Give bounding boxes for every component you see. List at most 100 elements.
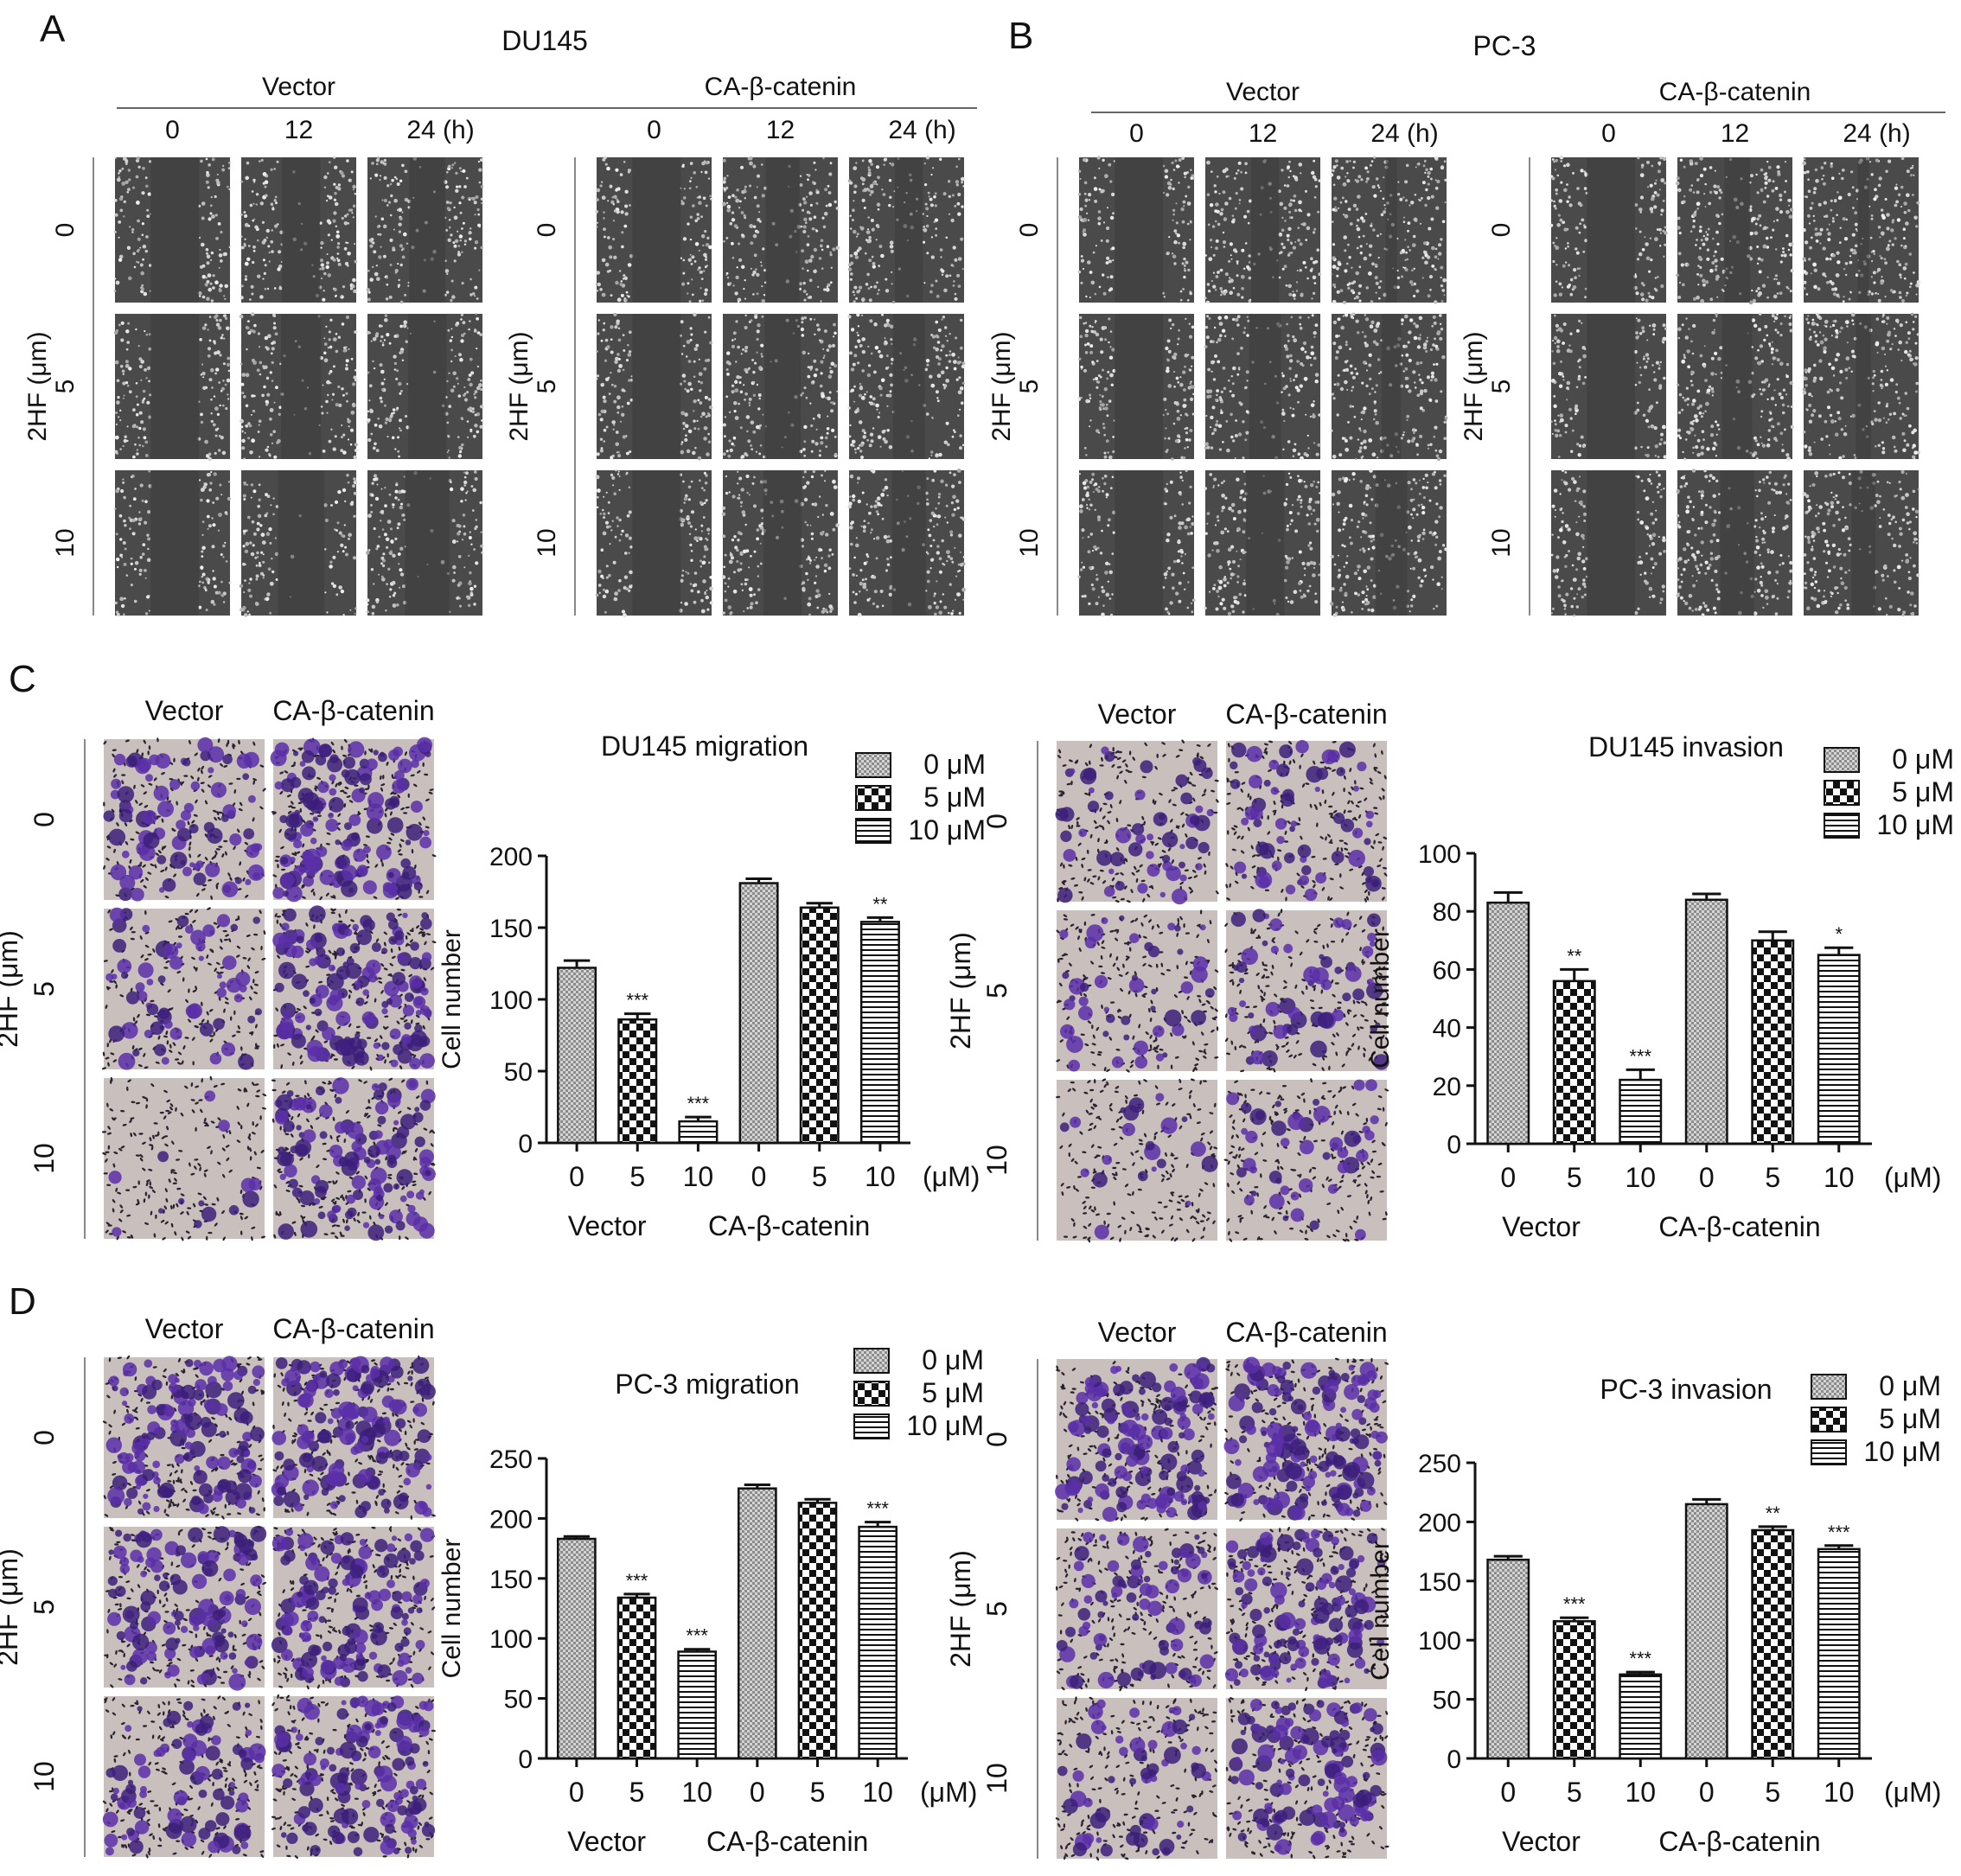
scratch-gap — [764, 314, 801, 459]
bar — [737, 1487, 777, 1760]
transwell-cells — [102, 1355, 265, 1520]
transwell-grid-pc3-invasion: Vector CA-β-catenin 2HF (μm) 0 5 10 — [945, 1317, 1389, 1861]
scratch-image — [1802, 469, 1920, 617]
scratch-cells — [1204, 314, 1321, 461]
significance-marker: *** — [687, 1093, 710, 1114]
x-unit-label: (μM) — [920, 1777, 977, 1808]
dose-label: 5 — [981, 983, 1012, 999]
transwell-cells — [1225, 740, 1388, 903]
y-tick-label: 250 — [1418, 1450, 1461, 1478]
dose-label: 0 — [1015, 223, 1044, 238]
cell-line-title: DU145 — [501, 25, 588, 56]
y-tick-label: 200 — [489, 1505, 533, 1534]
column-label-0: Vector — [1098, 1317, 1177, 1348]
scratch-gap — [1251, 157, 1280, 303]
y-tick-label: 50 — [504, 1686, 533, 1714]
dose-label: 0 — [29, 1430, 60, 1445]
transwell-cells — [271, 1526, 436, 1690]
transwell-cells — [1056, 909, 1219, 1073]
dose-label: 10 — [29, 1761, 60, 1792]
transwell-cells — [1224, 909, 1389, 1073]
scratch-cells — [1204, 470, 1321, 616]
scratch-gap — [1721, 314, 1753, 459]
scratch-cells — [1077, 316, 1195, 461]
dose-axis-label: 2HF (μm) — [945, 1550, 976, 1668]
x-unit-label: (μM) — [1884, 1162, 1941, 1193]
x-tick-label: 0 — [1500, 1162, 1516, 1193]
legend-swatch — [1811, 1407, 1847, 1433]
bar — [677, 1650, 718, 1760]
column-label-1: CA-β-catenin — [272, 1313, 434, 1344]
x-tick-label: 10 — [683, 1161, 714, 1192]
group-label-ca-beta-catenin: CA-β-catenin — [708, 1210, 870, 1241]
x-tick-label: 5 — [812, 1161, 827, 1192]
transwell-cells — [1055, 1356, 1219, 1522]
scratch-image — [722, 156, 840, 303]
transwell-image — [1225, 1697, 1389, 1860]
transwell-cells — [1225, 1697, 1389, 1860]
dose-label: 5 — [1487, 380, 1516, 394]
legend-label: 0 μM — [923, 749, 986, 780]
panel-letter-c: C — [9, 658, 36, 700]
time-label: 0 — [1129, 119, 1144, 148]
transwell-image — [271, 1694, 436, 1860]
scratch-cells — [1330, 312, 1448, 462]
scratch-image — [722, 313, 839, 459]
scratch-cells — [847, 313, 966, 460]
transwell-cells — [102, 1695, 266, 1859]
y-tick-label: 80 — [1433, 898, 1461, 927]
scratch-gap — [1115, 157, 1164, 303]
scratch-image — [240, 156, 358, 303]
scratch-image — [1077, 469, 1196, 617]
bar — [858, 1525, 898, 1760]
scratch-gap — [1851, 470, 1875, 616]
transwell-cells — [271, 1355, 436, 1520]
y-tick-label: 50 — [1433, 1687, 1461, 1715]
x-tick-label: 10 — [1625, 1162, 1656, 1193]
bar — [1552, 979, 1596, 1145]
scratch-cells — [114, 469, 232, 616]
significance-marker: * — [1835, 923, 1843, 945]
scratch-image — [367, 313, 484, 459]
significance-marker: ** — [872, 893, 888, 915]
significance-marker: *** — [1563, 1593, 1586, 1615]
scratch-image — [113, 314, 231, 462]
legend-label: 0 μM — [1892, 743, 1954, 775]
scratch-gap — [1385, 157, 1397, 303]
x-tick-label: 5 — [810, 1777, 826, 1808]
dose-label: 0 — [533, 223, 561, 238]
y-tick-label: 150 — [489, 1566, 533, 1594]
x-tick-label: 5 — [1567, 1162, 1582, 1193]
transwell-image — [102, 1355, 265, 1520]
column-label-1: CA-β-catenin — [272, 695, 434, 726]
bar — [797, 1502, 838, 1760]
dose-label: 10 — [1487, 528, 1516, 557]
scratch-gap — [1856, 314, 1872, 459]
scratch-image — [847, 156, 965, 304]
legend-label: 0 μM — [1879, 1370, 1941, 1401]
legend-swatch — [1824, 813, 1860, 839]
scratch-gap — [1587, 470, 1636, 616]
x-tick-label: 5 — [1567, 1777, 1582, 1808]
x-tick-label: 10 — [1824, 1162, 1855, 1193]
scratch-image — [1802, 312, 1920, 460]
group-label-vector: Vector — [567, 1826, 646, 1857]
scratch-image — [239, 470, 358, 617]
y-tick-label: 40 — [1433, 1015, 1461, 1043]
bar — [1817, 1547, 1861, 1760]
y-axis-label: Cell number — [438, 1539, 466, 1679]
legend-label: 10 μM — [906, 1410, 984, 1441]
transwell-image — [1223, 1078, 1389, 1242]
time-label: 12 — [1721, 119, 1749, 148]
y-tick-label: 200 — [1418, 1509, 1461, 1537]
dose-axis-label: 2HF (μm) — [987, 331, 1016, 441]
legend-swatch — [1824, 747, 1860, 773]
dose-label: 10 — [51, 528, 80, 557]
transwell-image — [101, 1075, 267, 1241]
x-tick-label: 10 — [865, 1161, 896, 1192]
bar — [556, 1537, 597, 1760]
scratch-image — [1550, 314, 1668, 459]
scratch-image — [595, 469, 713, 618]
